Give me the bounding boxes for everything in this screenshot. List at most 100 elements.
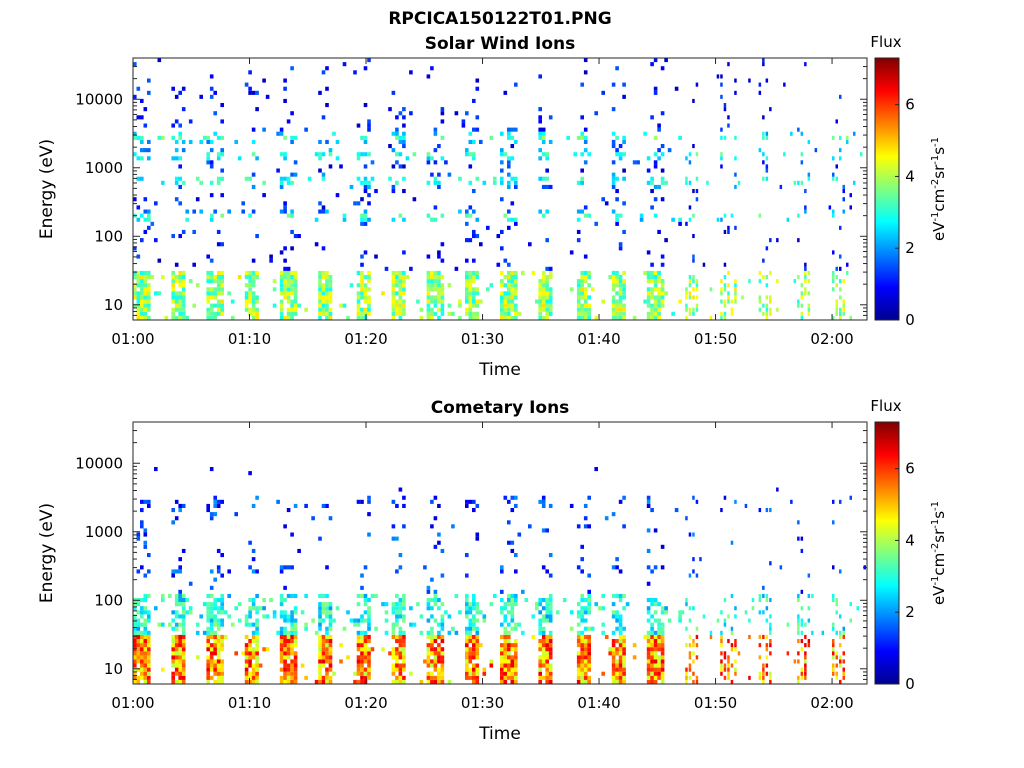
heatmap-cell — [804, 659, 807, 664]
heatmap-cell — [521, 630, 525, 635]
heatmap-cell — [321, 675, 326, 680]
heatmap-cell — [479, 610, 483, 615]
heatmap-cell — [325, 287, 329, 292]
heatmap-cell — [283, 614, 287, 619]
heatmap-cell — [356, 152, 361, 157]
heatmap-cell — [646, 291, 651, 296]
heatmap-cell — [500, 634, 504, 639]
heatmap-cell — [576, 643, 581, 648]
heatmap-cell — [283, 135, 287, 140]
heatmap-cell — [356, 291, 361, 296]
heatmap-cell — [178, 164, 182, 169]
heatmap-cell — [804, 189, 807, 194]
heatmap-cell — [339, 303, 343, 308]
heatmap-cell — [580, 315, 584, 320]
heatmap-cell — [433, 299, 438, 304]
heatmap-cell — [161, 135, 165, 140]
heatmap-cell — [576, 279, 581, 284]
panel-cometary-ions: Cometary Ions 01:00 01:10 01:20 01:30 01:40 0… — [37, 397, 948, 744]
heatmap-cell — [206, 287, 210, 292]
heatmap-cell — [248, 176, 252, 181]
heatmap-cell — [395, 127, 399, 132]
heatmap-cell — [500, 655, 504, 660]
heatmap-cell — [136, 679, 141, 684]
heatmap-cell — [290, 283, 294, 288]
heatmap-cell — [440, 213, 445, 218]
heatmap-cell — [216, 242, 221, 247]
heatmap-cell — [133, 246, 137, 251]
heatmap-cell — [622, 287, 626, 292]
heatmap-cell — [500, 246, 504, 251]
heatmap-cell — [181, 626, 186, 631]
heatmap-cell — [356, 618, 361, 623]
heatmap-cell — [248, 86, 252, 91]
heatmap-cell — [797, 675, 800, 680]
heatmap-cell — [842, 209, 845, 214]
heatmap-cell — [507, 639, 511, 644]
heatmap-cell — [538, 287, 542, 292]
heatmap-cell — [507, 283, 511, 288]
heatmap-cell — [674, 508, 679, 513]
heatmap-cell — [657, 602, 661, 607]
heatmap-cell — [769, 651, 772, 656]
heatmap-cell — [283, 671, 287, 676]
heatmap-cell — [650, 622, 654, 627]
heatmap-cell — [587, 307, 591, 312]
heatmap-cell — [576, 209, 581, 214]
heatmap-cell — [576, 602, 581, 607]
heatmap-cell — [437, 184, 441, 189]
heatmap-cell — [618, 655, 623, 660]
heatmap-cell — [608, 651, 612, 656]
heatmap-cell — [279, 250, 284, 255]
heatmap-cell — [147, 275, 151, 280]
heatmap-cell — [800, 589, 804, 594]
heatmap-cell — [643, 634, 647, 639]
heatmap-cell — [500, 315, 504, 320]
heatmap-cell — [548, 647, 553, 652]
heatmap-cell — [147, 156, 151, 161]
heatmap-cell — [797, 630, 800, 635]
heatmap-cell — [251, 172, 256, 177]
heatmap-cell — [181, 107, 186, 112]
heatmap-cell — [839, 266, 842, 271]
heatmap-cell — [503, 643, 508, 648]
heatmap-cell — [171, 520, 175, 525]
heatmap-cell — [279, 270, 284, 275]
heatmap-cell — [136, 643, 141, 648]
heatmap-cell — [797, 520, 800, 525]
heatmap-cell — [475, 655, 480, 660]
heatmap-cell — [548, 610, 553, 615]
heatmap-cell — [437, 279, 441, 284]
heatmap-cell — [140, 565, 144, 570]
heatmap-cell — [514, 651, 518, 656]
heatmap-cell — [255, 618, 259, 623]
heatmap-cell — [318, 647, 322, 652]
heatmap-cell — [636, 160, 640, 165]
heatmap-cell — [790, 131, 793, 136]
heatmap-cell — [402, 524, 406, 529]
heatmap-cell — [391, 634, 396, 639]
heatmap-cell — [538, 647, 542, 652]
heatmap-cell — [202, 630, 207, 635]
heatmap-cell — [360, 667, 364, 672]
heatmap-cell — [688, 643, 692, 648]
heatmap-cell — [220, 593, 224, 598]
heatmap-cell — [839, 148, 842, 153]
heatmap-cell — [465, 630, 469, 635]
heatmap-cell — [765, 295, 769, 300]
heatmap-cell — [140, 238, 144, 243]
heatmap-cell — [611, 614, 616, 619]
heatmap-cell — [230, 315, 235, 320]
heatmap-cell — [430, 626, 434, 631]
heatmap-cell — [216, 299, 221, 304]
heatmap-cell — [583, 287, 588, 292]
heatmap-cell — [545, 299, 549, 304]
heatmap-cell — [489, 135, 494, 140]
heatmap-cell — [143, 197, 148, 202]
heatmap-cell — [548, 184, 553, 189]
heatmap-cell — [363, 152, 368, 157]
heatmap-cell — [790, 499, 793, 504]
heatmap-cell — [321, 679, 326, 684]
heatmap-cell — [430, 577, 434, 582]
heatmap-cell — [430, 172, 434, 177]
